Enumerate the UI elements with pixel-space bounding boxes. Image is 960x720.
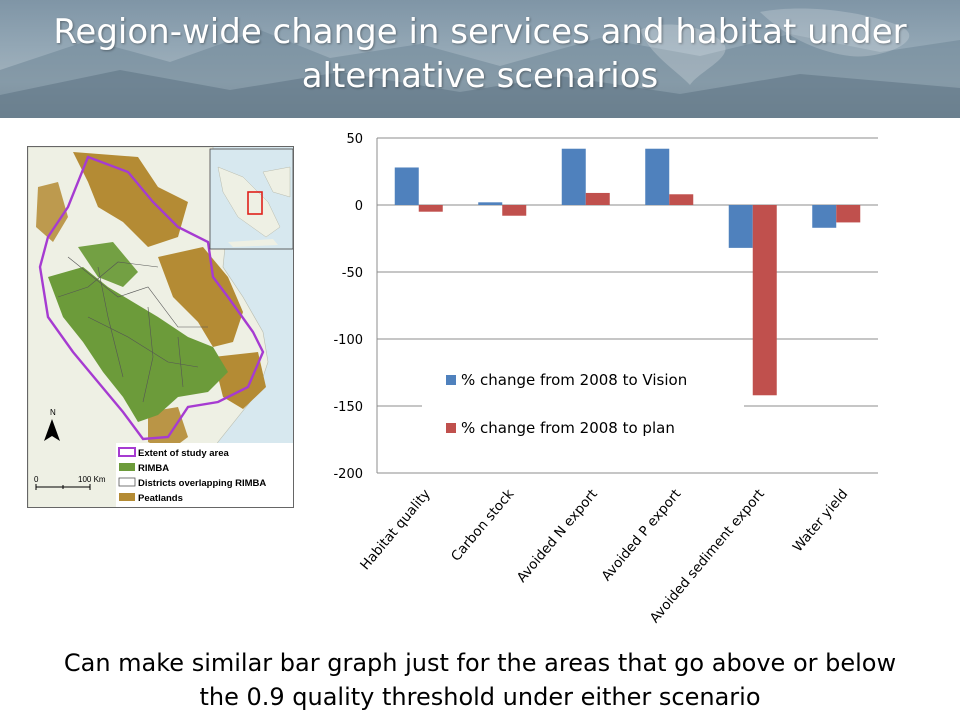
legend-rimba: RIMBA xyxy=(138,463,169,474)
legend-label-2: % change from 2008 to plan xyxy=(461,419,675,437)
y-tick-label: -200 xyxy=(333,467,363,482)
x-category-label: Avoided P export xyxy=(599,486,685,584)
page-title-line-1: Region-wide change in services and habit… xyxy=(53,12,907,52)
bar-chart: 50 0 -50 -100 -150 -200 Habitat quality Carbon… xyxy=(333,132,878,626)
rimba-area-north xyxy=(78,242,138,287)
study-area-outline xyxy=(38,155,265,441)
scale-bar: 0 100 Km xyxy=(34,475,106,490)
bar-series-1-0 xyxy=(394,167,419,205)
y-tick-label: -150 xyxy=(333,400,363,415)
chart-y-tick-labels: 50 0 -50 -100 -150 -200 xyxy=(333,132,363,482)
x-category-label: Carbon stock xyxy=(448,486,517,564)
district-boundaries xyxy=(57,256,208,403)
y-tick-label: -100 xyxy=(333,333,363,348)
map-legend: Extent of study area RIMBA Districts ove… xyxy=(116,443,293,507)
legend-swatch-1 xyxy=(446,375,456,385)
study-area-map: N 0 100 Km Extent of study area RIMBA Di… xyxy=(27,146,294,508)
bar-series-1-3 xyxy=(645,148,670,205)
legend-label-1: % change from 2008 to Vision xyxy=(461,371,687,389)
legend-peatlands: Peatlands xyxy=(138,493,183,504)
chart-legend: % change from 2008 to Vision % change fro… xyxy=(422,363,744,445)
bar-series-1-1 xyxy=(478,202,503,205)
x-category-label: Avoided N export xyxy=(514,486,601,585)
peatland-patch-southwest xyxy=(148,407,188,452)
bar-series-1-5 xyxy=(812,205,837,228)
page-title-line-2: alternative scenarios xyxy=(301,56,659,96)
legend-districts: Districts overlapping RIMBA xyxy=(138,478,266,489)
legend-study-area: Extent of study area xyxy=(138,448,230,459)
bar-series-2-0 xyxy=(418,205,443,212)
mountain-background xyxy=(0,8,960,118)
legend-swatch-2 xyxy=(446,423,456,433)
y-tick-label: -50 xyxy=(342,266,363,281)
bar-series-2-1 xyxy=(502,205,527,216)
y-tick-label: 0 xyxy=(355,199,363,214)
scale-zero-label: 0 xyxy=(34,475,39,484)
header-banner: Region-wide change in services and habit… xyxy=(0,0,960,118)
x-category-label: Water yield xyxy=(790,486,851,555)
north-arrow: N xyxy=(44,408,60,441)
inset-map xyxy=(209,148,293,250)
peatland-patch-north xyxy=(73,152,188,247)
inset-location-marker xyxy=(247,191,263,215)
legend-background xyxy=(422,363,744,445)
chart-bars xyxy=(394,148,861,396)
north-label: N xyxy=(50,408,56,417)
caption-line-1: Can make similar bar graph just for the … xyxy=(63,649,897,677)
peatland-patch-west xyxy=(36,182,68,242)
peatland-patch-east xyxy=(158,247,243,347)
scale-distance-label: 100 Km xyxy=(78,475,106,484)
bar-series-2-2 xyxy=(585,192,610,205)
caption: Can make similar bar graph just for the … xyxy=(0,646,960,714)
bar-series-2-4 xyxy=(752,205,777,396)
peatland-patch-south xyxy=(213,352,266,409)
map-svg: N 0 100 Km Extent of study area RIMBA Di… xyxy=(28,147,293,507)
x-category-label: Habitat quality xyxy=(357,486,434,573)
y-tick-label: 50 xyxy=(346,132,363,147)
bar-series-2-3 xyxy=(669,194,694,205)
caption-line-2: the 0.9 quality threshold under either s… xyxy=(199,683,761,711)
page-title: Region-wide change in services and habit… xyxy=(0,10,960,98)
bar-series-1-4 xyxy=(728,205,753,248)
rimba-area xyxy=(48,267,228,422)
bar-series-1-2 xyxy=(561,148,586,205)
bar-series-2-5 xyxy=(836,205,861,223)
